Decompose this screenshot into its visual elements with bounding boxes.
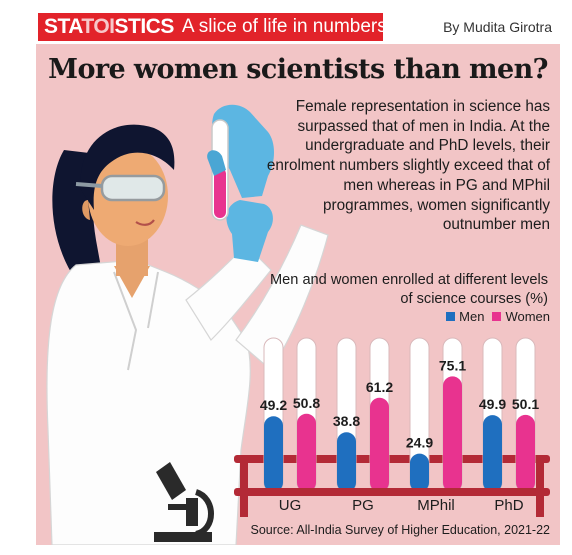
legend-swatch-men [446,312,456,321]
bar-mphil-women [443,376,462,492]
brand-logo: STATOISTICS [44,15,174,39]
goggles-lens [100,174,166,202]
chart-title: Men and women enrolled at different leve… [270,272,548,307]
category-label-phd: PhD [494,497,523,514]
mouth [135,219,155,226]
data-label-phd-women: 50.1 [512,396,539,412]
data-label-mphil-women: 75.1 [439,357,466,373]
hair-top [80,124,175,210]
neck-v [114,266,150,298]
data-label-mphil-men: 24.9 [406,435,433,451]
test-tube-liquid [214,168,226,218]
bar-ug-women [297,413,316,492]
bar-pg-men [337,432,356,492]
bar-phd-men [483,415,502,492]
glove-thumb [207,150,226,176]
bar-ug-men [264,416,283,492]
bar-mphil-men [410,453,429,492]
banner: STATOISTICS A slice of life in numbers B… [36,10,560,44]
legend: Men Women [446,309,550,324]
legend-label-men: Men [459,309,485,324]
headline: More women scientists than men? [48,54,548,85]
sleeve-right-arm [235,224,329,371]
brand-box: STATOISTICS A slice of life in numbers [38,13,387,41]
brand-suffix: STICS [114,15,175,38]
bar-chart: 49.2 50.8 UG 38.8 61.2 PG 24.9 75.1 MPhil 49.9 50.… [154,337,550,542]
intro-text: Female representation in science has sur… [266,98,550,234]
byline: By Mudita Girotra [443,19,552,35]
legend-label-women: Women [505,309,550,324]
bar-pg-women [370,397,389,492]
source-note: Source: All-India Survey of Higher Educa… [250,523,550,537]
legend-swatch-women [492,312,502,321]
data-label-ug-men: 49.2 [260,397,287,413]
scientist-illustration [46,104,329,545]
goggles-strap [75,182,103,188]
infographic: STATOISTICS A slice of life in numbers B… [36,10,560,545]
bar-phd-women [516,414,535,492]
brand-mid: TOI [81,15,115,38]
category-label-pg: PG [352,497,374,514]
rack-bottom-bar [234,488,550,496]
coat-lapel-left [113,271,138,371]
coat-lapel-right [147,271,159,329]
rack-leg-right [536,455,544,517]
data-label-phd-men: 49.9 [479,396,506,412]
category-label-ug: UG [279,497,302,514]
sleeve-left-arm [185,244,272,341]
category-label-mphil: MPhil [417,497,455,514]
ear [82,200,90,220]
rack-leg-left [240,455,248,517]
tagline: A slice of life in numbers [181,16,387,37]
glove-lower [226,200,273,262]
brand-prefix: STA [44,15,82,38]
data-label-pg-women: 61.2 [366,379,393,395]
data-label-ug-women: 50.8 [293,395,320,411]
microscope-icon [154,462,214,542]
data-label-pg-men: 38.8 [333,413,360,429]
